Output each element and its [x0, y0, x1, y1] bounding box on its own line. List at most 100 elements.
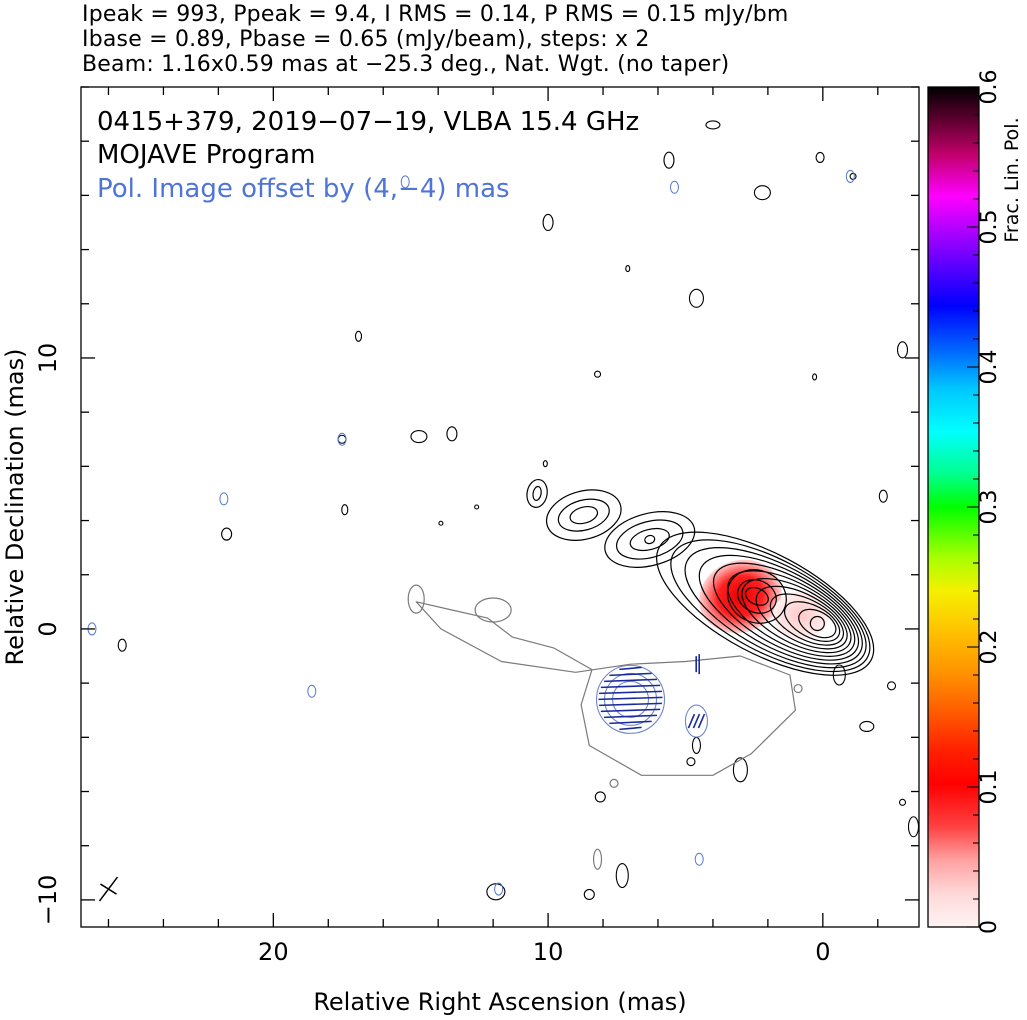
pol-vector-row	[598, 696, 663, 701]
noise-contour	[691, 736, 701, 755]
stokes-i-jet-knot	[545, 489, 622, 541]
pol-vector-row	[609, 720, 652, 725]
stokes-i-core-contour	[712, 562, 860, 661]
stokes-i-secondary-contour	[736, 579, 777, 614]
noise-contour	[859, 720, 875, 733]
pol-vector-row	[619, 726, 642, 731]
stokes-i-jet-knot	[615, 519, 684, 560]
stokes-i-secondary-contour	[744, 586, 769, 606]
noise-contour	[849, 172, 857, 180]
stokes-i-core-contour	[656, 531, 875, 676]
pol-component-contour	[684, 704, 708, 738]
pol-noise-mark	[337, 432, 347, 446]
pol-vector	[697, 713, 706, 729]
pol-noise-mark	[307, 684, 317, 698]
noise-contour	[907, 816, 919, 838]
noise-contour	[410, 429, 428, 444]
noise-contour	[663, 151, 675, 169]
pol-noise-mark	[694, 852, 704, 866]
pol-outer-contour	[415, 601, 796, 776]
noise-contour	[542, 460, 548, 468]
colorbar-tick-label: 0.5	[977, 210, 1002, 245]
plot-frame	[80, 86, 920, 928]
colorbar-tick-label: 0.1	[977, 770, 1002, 805]
pol-small-contour	[474, 597, 512, 623]
plot-area	[87, 120, 919, 902]
noise-contour	[705, 120, 721, 130]
stokes-i-core-contour	[755, 585, 848, 650]
noise-contour	[615, 862, 629, 889]
noise-contour	[341, 504, 349, 516]
colorbar-tick-label: 0.4	[977, 350, 1002, 385]
stokes-i-contours	[526, 478, 875, 676]
stokes-i-core-contour	[684, 547, 867, 669]
stokes-i-secondary-contour	[726, 569, 787, 624]
colorbar: 0 0.1 0.2 0.3 0.4 0.5 0.6 Frac. Lin. Pol.	[927, 70, 1023, 934]
stokes-i-noise-contours	[117, 120, 919, 901]
beam-minor-axis	[100, 883, 117, 895]
noise-contour	[594, 791, 606, 803]
stokes-i-jet-knot	[557, 498, 610, 532]
stokes-i-core-contour	[727, 570, 856, 657]
pol-component-contour	[595, 664, 666, 734]
noise-contour	[593, 370, 602, 378]
annotation-pol-offset: Pol. Image offset by (4,−4) mas	[97, 174, 510, 204]
colorbar-tick-label: 0.2	[977, 630, 1002, 665]
x-axis-label: Relative Right Ascension (mas)	[313, 988, 686, 1016]
stokes-i-core-contour	[784, 601, 841, 642]
pol-small-contour	[793, 683, 803, 694]
noise-contour	[438, 520, 444, 526]
pol-vector-row	[599, 702, 662, 707]
pol-vector-row	[609, 672, 652, 677]
noise-contour	[486, 883, 506, 901]
noise-contour	[337, 434, 347, 444]
noise-contour	[542, 213, 554, 232]
noise-contour	[688, 288, 704, 308]
noise-contour	[625, 264, 631, 273]
stokes-i-jet-knot	[604, 511, 696, 568]
stokes-i-core-contour	[698, 554, 863, 665]
stokes-i-core-contour	[798, 608, 837, 639]
pol-noise-mark	[219, 492, 229, 506]
pol-vector-row	[604, 714, 657, 719]
noise-contour	[896, 341, 909, 359]
stokes-i-jet-knot	[644, 534, 656, 545]
noise-contour	[812, 373, 818, 381]
noise-contour	[446, 426, 458, 442]
colorbar-tick-label: 0	[977, 920, 1002, 934]
annotation-program: MOJAVE Program	[97, 140, 315, 170]
x-tick-label: 10	[533, 938, 564, 966]
pol-vector	[692, 713, 701, 729]
pol-vector-row	[600, 684, 661, 689]
stokes-i-core-contour	[670, 539, 871, 673]
y-tick-label: −10	[34, 875, 62, 926]
x-tick-label: 20	[258, 938, 289, 966]
colorbar-label: Frac. Lin. Pol.	[1001, 117, 1023, 242]
noise-contour	[474, 504, 480, 510]
noise-contour	[583, 888, 595, 901]
noise-contour	[117, 638, 127, 652]
plot-border	[80, 86, 920, 928]
annotation-source: 0415+379, 2019−07−19, VLBA 15.4 GHz	[97, 107, 639, 137]
header-base-line: Ibase = 0.89, Pbase = 0.65 (mJy/beam), s…	[82, 27, 650, 52]
pol-noise-mark	[494, 882, 504, 896]
noise-contour	[354, 330, 363, 342]
pol-small-contour	[407, 584, 425, 614]
noise-contour	[815, 151, 825, 164]
stokes-i-jet-knot	[526, 478, 548, 508]
pol-small-contour	[592, 848, 603, 870]
stokes-i-core-contour	[741, 577, 852, 654]
frac-pol-peak	[699, 559, 782, 634]
x-tick-label: 0	[815, 938, 830, 966]
y-tick-label: 10	[34, 343, 62, 374]
noise-contour	[732, 757, 748, 783]
noise-contour	[753, 185, 771, 201]
y-axis-label: Relative Declination (mas)	[1, 348, 29, 665]
stokes-i-core-contour	[769, 593, 844, 646]
pol-vectors	[87, 169, 855, 896]
pol-noise-mark	[845, 169, 855, 183]
stokes-i-core-peak	[809, 615, 825, 632]
pol-vector-row	[600, 708, 661, 713]
colorbar-tick-label: 0.6	[977, 70, 1002, 105]
